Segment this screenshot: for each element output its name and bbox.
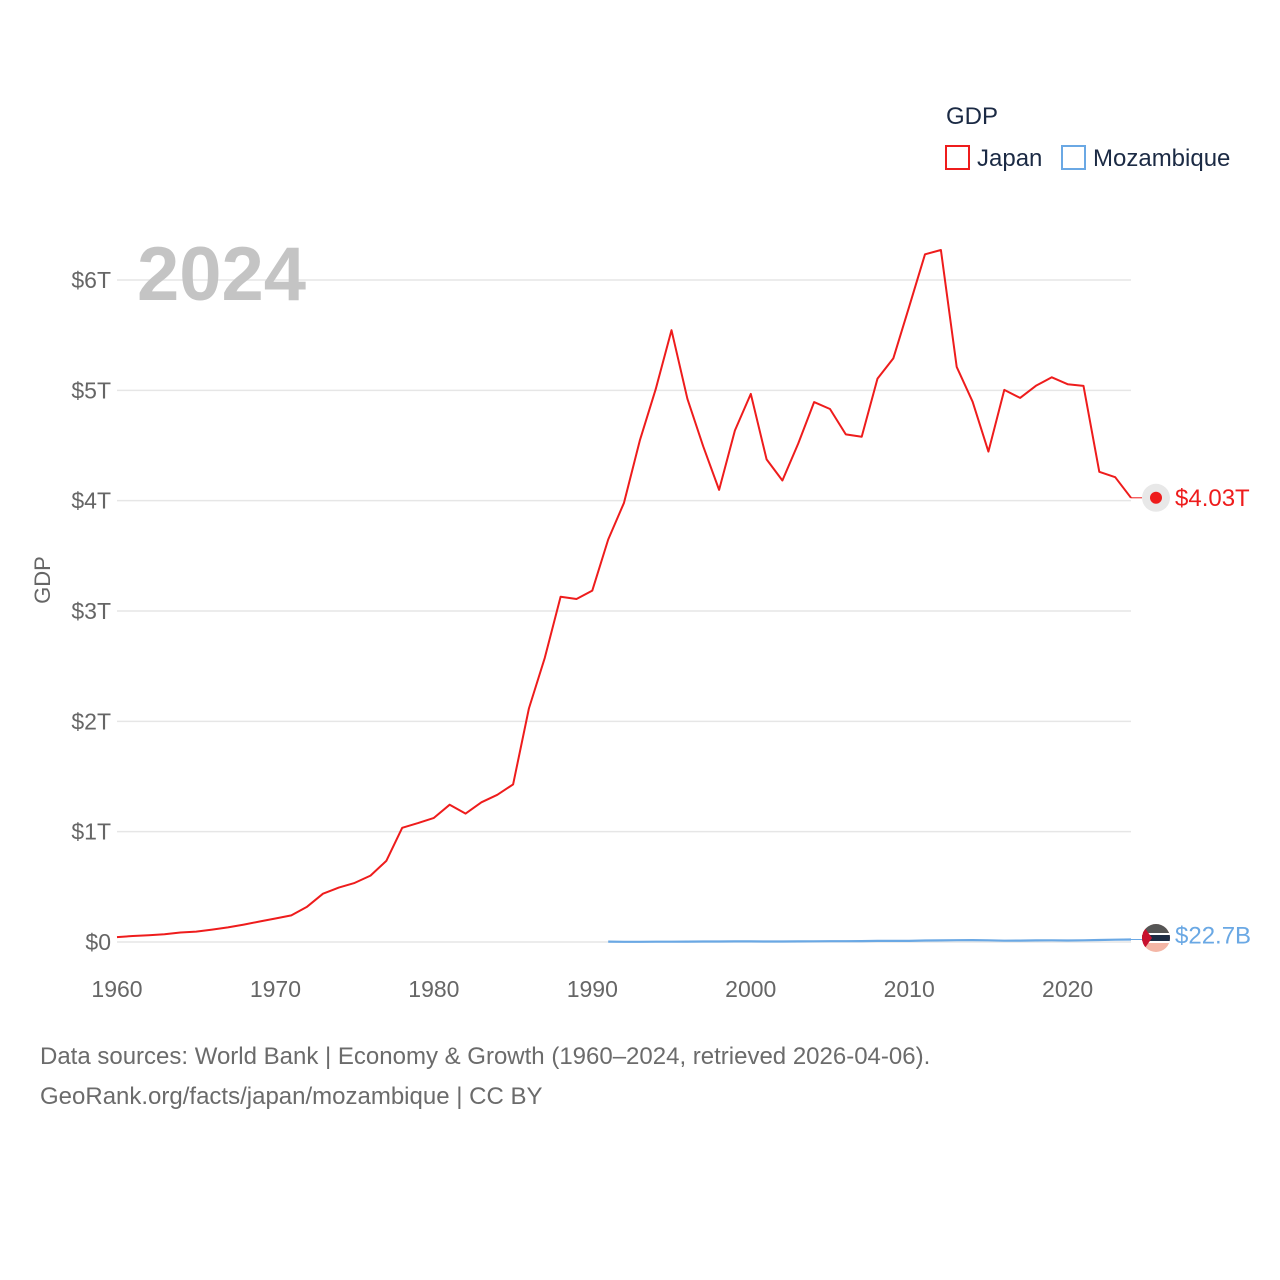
japan-end-label: $4.03T [1175, 485, 1250, 512]
y-tick-label: $1T [71, 819, 111, 845]
footer-sources: Data sources: World Bank | Economy & Gro… [40, 1043, 931, 1070]
x-tick-label: 1990 [567, 976, 618, 1002]
x-tick-label: 1970 [250, 976, 301, 1002]
y-tick-label: $2T [71, 708, 111, 734]
x-tick-label: 2020 [1042, 976, 1093, 1002]
y-axis-ticks: $0 $1T $2T $3T $4T $5T $6T [71, 267, 111, 955]
japan-end-marker [1142, 483, 1170, 512]
legend-label-japan: Japan [977, 145, 1042, 172]
legend-label-mozambique: Mozambique [1093, 145, 1230, 172]
y-tick-label: $6T [71, 267, 111, 293]
japan-end-dot [1150, 491, 1162, 504]
y-axis-title: GDP [30, 556, 55, 604]
footer-attribution: GeoRank.org/facts/japan/mozambique | CC … [40, 1083, 543, 1110]
y-tick-label: $4T [71, 488, 111, 514]
gdp-line-chart: $0 $1T $2T $3T $4T $5T $6T 1960 1970 1980 1990 200… [30, 103, 1251, 1002]
x-tick-label: 2010 [884, 976, 935, 1002]
x-axis-ticks: 1960 1970 1980 1990 2000 2010 2020 [91, 976, 1093, 1002]
y-tick-label: $5T [71, 377, 111, 403]
series-line-mozambique [608, 938, 1132, 943]
series-lines [116, 249, 1142, 943]
mozambique-end-label: $22.7B [1175, 922, 1251, 949]
legend-item-japan[interactable]: Japan [945, 145, 1042, 172]
series-line-japan [116, 249, 1132, 939]
x-tick-label: 2000 [725, 976, 776, 1002]
legend-item-mozambique[interactable]: Mozambique [1061, 145, 1230, 172]
mozambique-flag-icon [1142, 924, 1170, 952]
legend-swatch-mozambique [1061, 145, 1086, 170]
y-tick-label: $0 [85, 929, 111, 955]
x-tick-label: 1960 [91, 976, 142, 1002]
year-label: 2024 [137, 232, 306, 317]
legend: GDP Japan Mozambique [945, 103, 1230, 172]
legend-title: GDP [946, 103, 998, 130]
y-tick-label: $3T [71, 598, 111, 624]
legend-swatch-japan [945, 145, 970, 170]
x-tick-label: 1980 [408, 976, 459, 1002]
grid-lines [117, 279, 1131, 943]
